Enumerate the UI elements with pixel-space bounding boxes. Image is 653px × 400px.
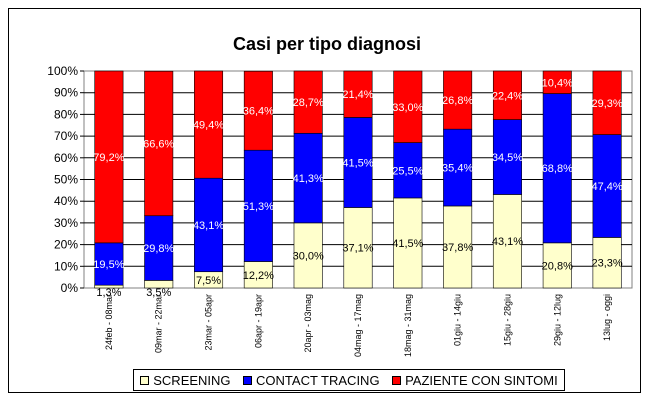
data-label: 43,1% (193, 220, 224, 232)
legend-item-paziente-con-sintomi: PAZIENTE CON SINTOMI (392, 373, 558, 388)
data-label: 41,3% (293, 173, 324, 185)
y-tick-label: 70% (54, 129, 78, 143)
chart-title: Casi per tipo diagnosi (233, 34, 421, 54)
data-label: 41,5% (392, 238, 423, 250)
bar-screening (243, 261, 273, 289)
data-label: 49,4% (193, 120, 224, 132)
y-tick-label: 90% (54, 86, 78, 100)
x-tick-label: 18mag - 31mag (403, 294, 413, 357)
data-label: 23,3% (591, 258, 622, 270)
data-label: 41,5% (342, 157, 373, 169)
data-label: 28,7% (293, 97, 324, 109)
bar-contact-tracing (492, 119, 522, 195)
y-tick-label: 30% (54, 216, 78, 230)
data-label: 10,4% (542, 77, 573, 89)
y-tick-label: 40% (54, 194, 78, 208)
legend: SCREENING CONTACT TRACING PAZIENTE CON S… (133, 369, 565, 391)
data-label: 29,3% (591, 98, 622, 110)
x-tick-label: 01giu - 14giu (453, 294, 463, 346)
bar-contact-tracing (94, 242, 124, 286)
x-tick-label: 20apr - 03mag (303, 294, 313, 353)
bar-paziente-con-sintomi (144, 70, 174, 217)
y-tick-label: 80% (54, 107, 78, 121)
x-tick-label: 13lug - oggi (602, 294, 612, 341)
bar-paziente-con-sintomi (293, 70, 323, 134)
x-tick-label: 23mar - 05apr (204, 294, 214, 351)
y-tick-label: 60% (54, 151, 78, 165)
y-tick-label: 10% (54, 259, 78, 273)
x-tick-label: 04mag - 17mag (353, 294, 363, 357)
bar-screening (492, 194, 522, 289)
data-label: 22,4% (492, 90, 523, 102)
x-tick-label: 15giu - 28giu (502, 294, 512, 346)
legend-label-contact-tracing: CONTACT TRACING (256, 372, 380, 388)
data-label: 43,1% (492, 236, 523, 248)
bar-paziente-con-sintomi (343, 70, 373, 118)
bar-contact-tracing (293, 132, 323, 224)
y-tick-label: 100% (47, 64, 78, 78)
y-tick-label: 0% (61, 281, 79, 295)
data-label: 3,5% (146, 287, 171, 299)
data-label: 68,8% (542, 163, 573, 175)
data-label: 12,2% (243, 270, 274, 282)
bar-contact-tracing (592, 134, 622, 238)
data-label: 25,5% (392, 165, 423, 177)
legend-item-screening: SCREENING (140, 372, 231, 388)
data-label: 34,5% (492, 152, 523, 164)
data-label: 20,8% (542, 260, 573, 272)
bar-contact-tracing (194, 177, 224, 273)
data-label: 1,3% (96, 287, 121, 299)
data-label: 26,8% (442, 95, 473, 107)
data-label: 66,6% (143, 138, 174, 150)
x-tick-label: 29giu - 12lug (552, 294, 562, 346)
legend-swatch-contact-tracing (243, 375, 253, 385)
bar-paziente-con-sintomi (592, 70, 622, 135)
bar-contact-tracing (144, 215, 174, 281)
legend-label-paziente-con-sintomi: PAZIENTE CON SINTOMI (405, 372, 558, 388)
data-label: 35,4% (442, 163, 473, 175)
data-label: 37,8% (442, 242, 473, 254)
x-tick-label: 06apr - 19apr (253, 294, 263, 348)
bar-screening (343, 207, 373, 289)
data-label: 36,4% (243, 106, 274, 118)
legend-swatch-paziente-con-sintomi (392, 375, 402, 385)
bar-screening (592, 237, 622, 289)
data-label: 37,1% (342, 243, 373, 255)
legend-swatch-screening (140, 375, 150, 385)
data-label: 33,0% (392, 102, 423, 114)
bar-contact-tracing (343, 117, 373, 208)
data-label: 47,4% (591, 181, 622, 193)
data-label: 19,5% (93, 259, 124, 271)
data-label: 30,0% (293, 250, 324, 262)
data-label: 51,3% (243, 201, 274, 213)
bar-paziente-con-sintomi (194, 70, 224, 179)
data-label: 7,5% (196, 275, 221, 287)
data-label: 79,2% (93, 152, 124, 164)
bar-paziente-con-sintomi (94, 70, 124, 244)
x-tick-label: 09mar - 22mar (154, 294, 164, 353)
data-label: 29,8% (143, 243, 174, 255)
y-tick-label: 20% (54, 238, 78, 252)
bar-paziente-con-sintomi (393, 70, 423, 143)
chart-frame: Casi per tipo diagnosi 0% 10% 20% 30% 40% 50% 6… (8, 8, 641, 393)
bar-screening (443, 205, 473, 289)
legend-label-screening: SCREENING (153, 372, 231, 388)
legend-item-contact-tracing: CONTACT TRACING (243, 373, 380, 388)
data-label: 21,4% (342, 89, 373, 101)
bar-contact-tracing (393, 142, 423, 199)
bar-paziente-con-sintomi (542, 70, 572, 94)
chart-svg: Casi per tipo diagnosi 0% 10% 20% 30% 40% 50% 6… (47, 34, 633, 357)
bar-paziente-con-sintomi (443, 70, 473, 130)
y-tick-label: 50% (54, 173, 78, 187)
bar-paziente-con-sintomi (492, 70, 522, 120)
x-tick-label: 24feb - 08mar (104, 294, 114, 350)
bar-contact-tracing (443, 128, 473, 207)
bar-paziente-con-sintomi (243, 70, 273, 151)
